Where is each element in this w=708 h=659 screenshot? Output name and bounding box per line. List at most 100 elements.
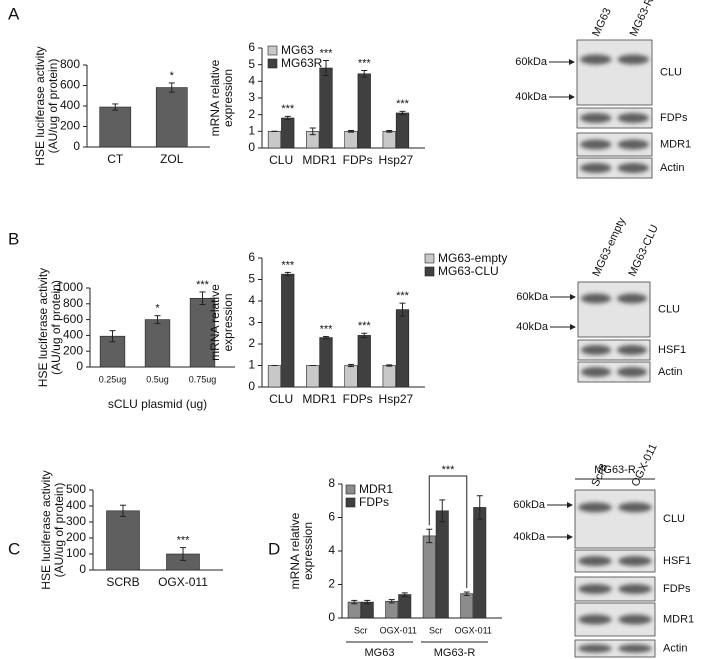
y-tick-label: 600 [60,78,80,92]
y-tick-label: 2 [248,107,255,121]
y-tick-label: 800 [63,296,83,310]
x-axis-label: sCLU plasmid (ug) [108,397,207,411]
y-axis-label: expression [221,69,235,127]
y-tick-label: 8 [328,476,335,490]
x-tick-label: OGX-011 [455,625,492,635]
legend-swatch [424,253,435,264]
lane-label: MG63 [590,6,614,38]
bar [357,335,371,388]
legend-label: MG63-CLU [438,264,499,278]
x-tick-label: FDPs [343,153,373,167]
band-label: CLU [660,66,682,78]
blot-band [616,345,648,355]
legend-label: MDR1 [359,482,393,496]
legend-label: MG63R [281,56,323,70]
x-tick-label: FDPs [343,392,373,406]
bar [281,117,295,149]
bar [99,106,132,148]
bar [155,87,188,148]
y-axis-label: expression [301,522,315,580]
lane-label: MG63-CLU [626,223,660,279]
y-tick-label: 4 [328,543,335,557]
y-tick-label: 200 [63,343,83,357]
y-tick-label: 400 [63,328,83,342]
marker-label: 60kDa [515,56,548,68]
panel-label: B [8,229,19,248]
blot-band [618,556,652,566]
blot-band [617,163,649,173]
bar [144,319,171,368]
y-tick-label: 4 [248,74,255,88]
blot-band [580,139,612,150]
blot-band [578,584,612,594]
blot-band [616,293,648,304]
significance: * [155,303,160,315]
y-tick-label: 6 [328,510,335,524]
band-label: CLU [663,513,685,525]
y-tick-label: 1000 [56,280,83,294]
bar [398,594,412,619]
bar [435,510,449,619]
significance: *** [396,98,410,110]
marker-label: 40kDa [513,531,546,543]
y-axis-label: HSE luciferase activity [39,470,53,589]
marker-label: 40kDa [516,321,549,333]
lane-group-label: MG63-R [594,464,636,476]
y-axis-label: mRNA relative [288,512,302,589]
y-tick-label: 6 [248,250,255,264]
legend-swatch [267,45,278,56]
band-label: HSF1 [663,555,691,567]
x-tick-label: CT [107,152,124,166]
y-tick-label: 0 [328,610,335,624]
blot-band [618,502,652,513]
y-tick-label: 100 [66,546,86,560]
y-tick-label: 200 [60,119,80,133]
x-tick-label: MDR1 [302,392,336,406]
blot-strip [574,489,656,549]
bar [385,600,399,619]
y-tick-label: 3 [248,90,255,104]
x-tick-label: CLU [269,153,293,167]
bar [267,365,282,388]
x-tick-label: Scr [429,625,443,635]
legend-swatch [345,484,356,495]
y-axis-label: (AU/ug of protein) [52,483,66,578]
group-label: MG63 [365,647,395,659]
y-tick-label: 0 [79,562,86,576]
band-label: FDPs [663,583,691,595]
significance: *** [358,320,372,332]
bar [319,337,333,388]
blot-band [617,139,649,150]
y-tick-label: 400 [60,98,80,112]
y-tick-label: 5 [248,57,255,71]
legend-swatch [345,497,356,508]
blot-band [617,113,649,123]
lane-label: MG63-R [628,0,656,38]
significance: *** [320,47,334,59]
significance: *** [281,259,295,271]
marker-arrowhead [569,94,575,100]
bar [189,297,216,368]
bracket [428,475,468,589]
blot-band [578,502,612,513]
bar [395,309,410,388]
blot-band [580,293,612,304]
y-tick-label: 1 [248,358,255,372]
blot-strip [577,281,651,338]
marker-arrowhead [567,534,573,540]
bar [319,67,333,149]
blot-band [580,163,612,173]
blot-band [618,614,652,625]
y-tick-label: 0 [248,140,255,154]
x-tick-label: 0.5ug [146,374,169,384]
x-tick-label: ZOL [160,152,184,166]
y-tick-label: 0 [76,359,83,373]
marker-arrowhead [569,59,575,65]
band-label: CLU [658,303,680,315]
x-tick-label: 0.25ug [99,374,127,384]
significance: *** [320,323,334,335]
blot-band [578,556,612,566]
blot-band [616,367,648,377]
y-tick-label: 500 [66,482,86,496]
